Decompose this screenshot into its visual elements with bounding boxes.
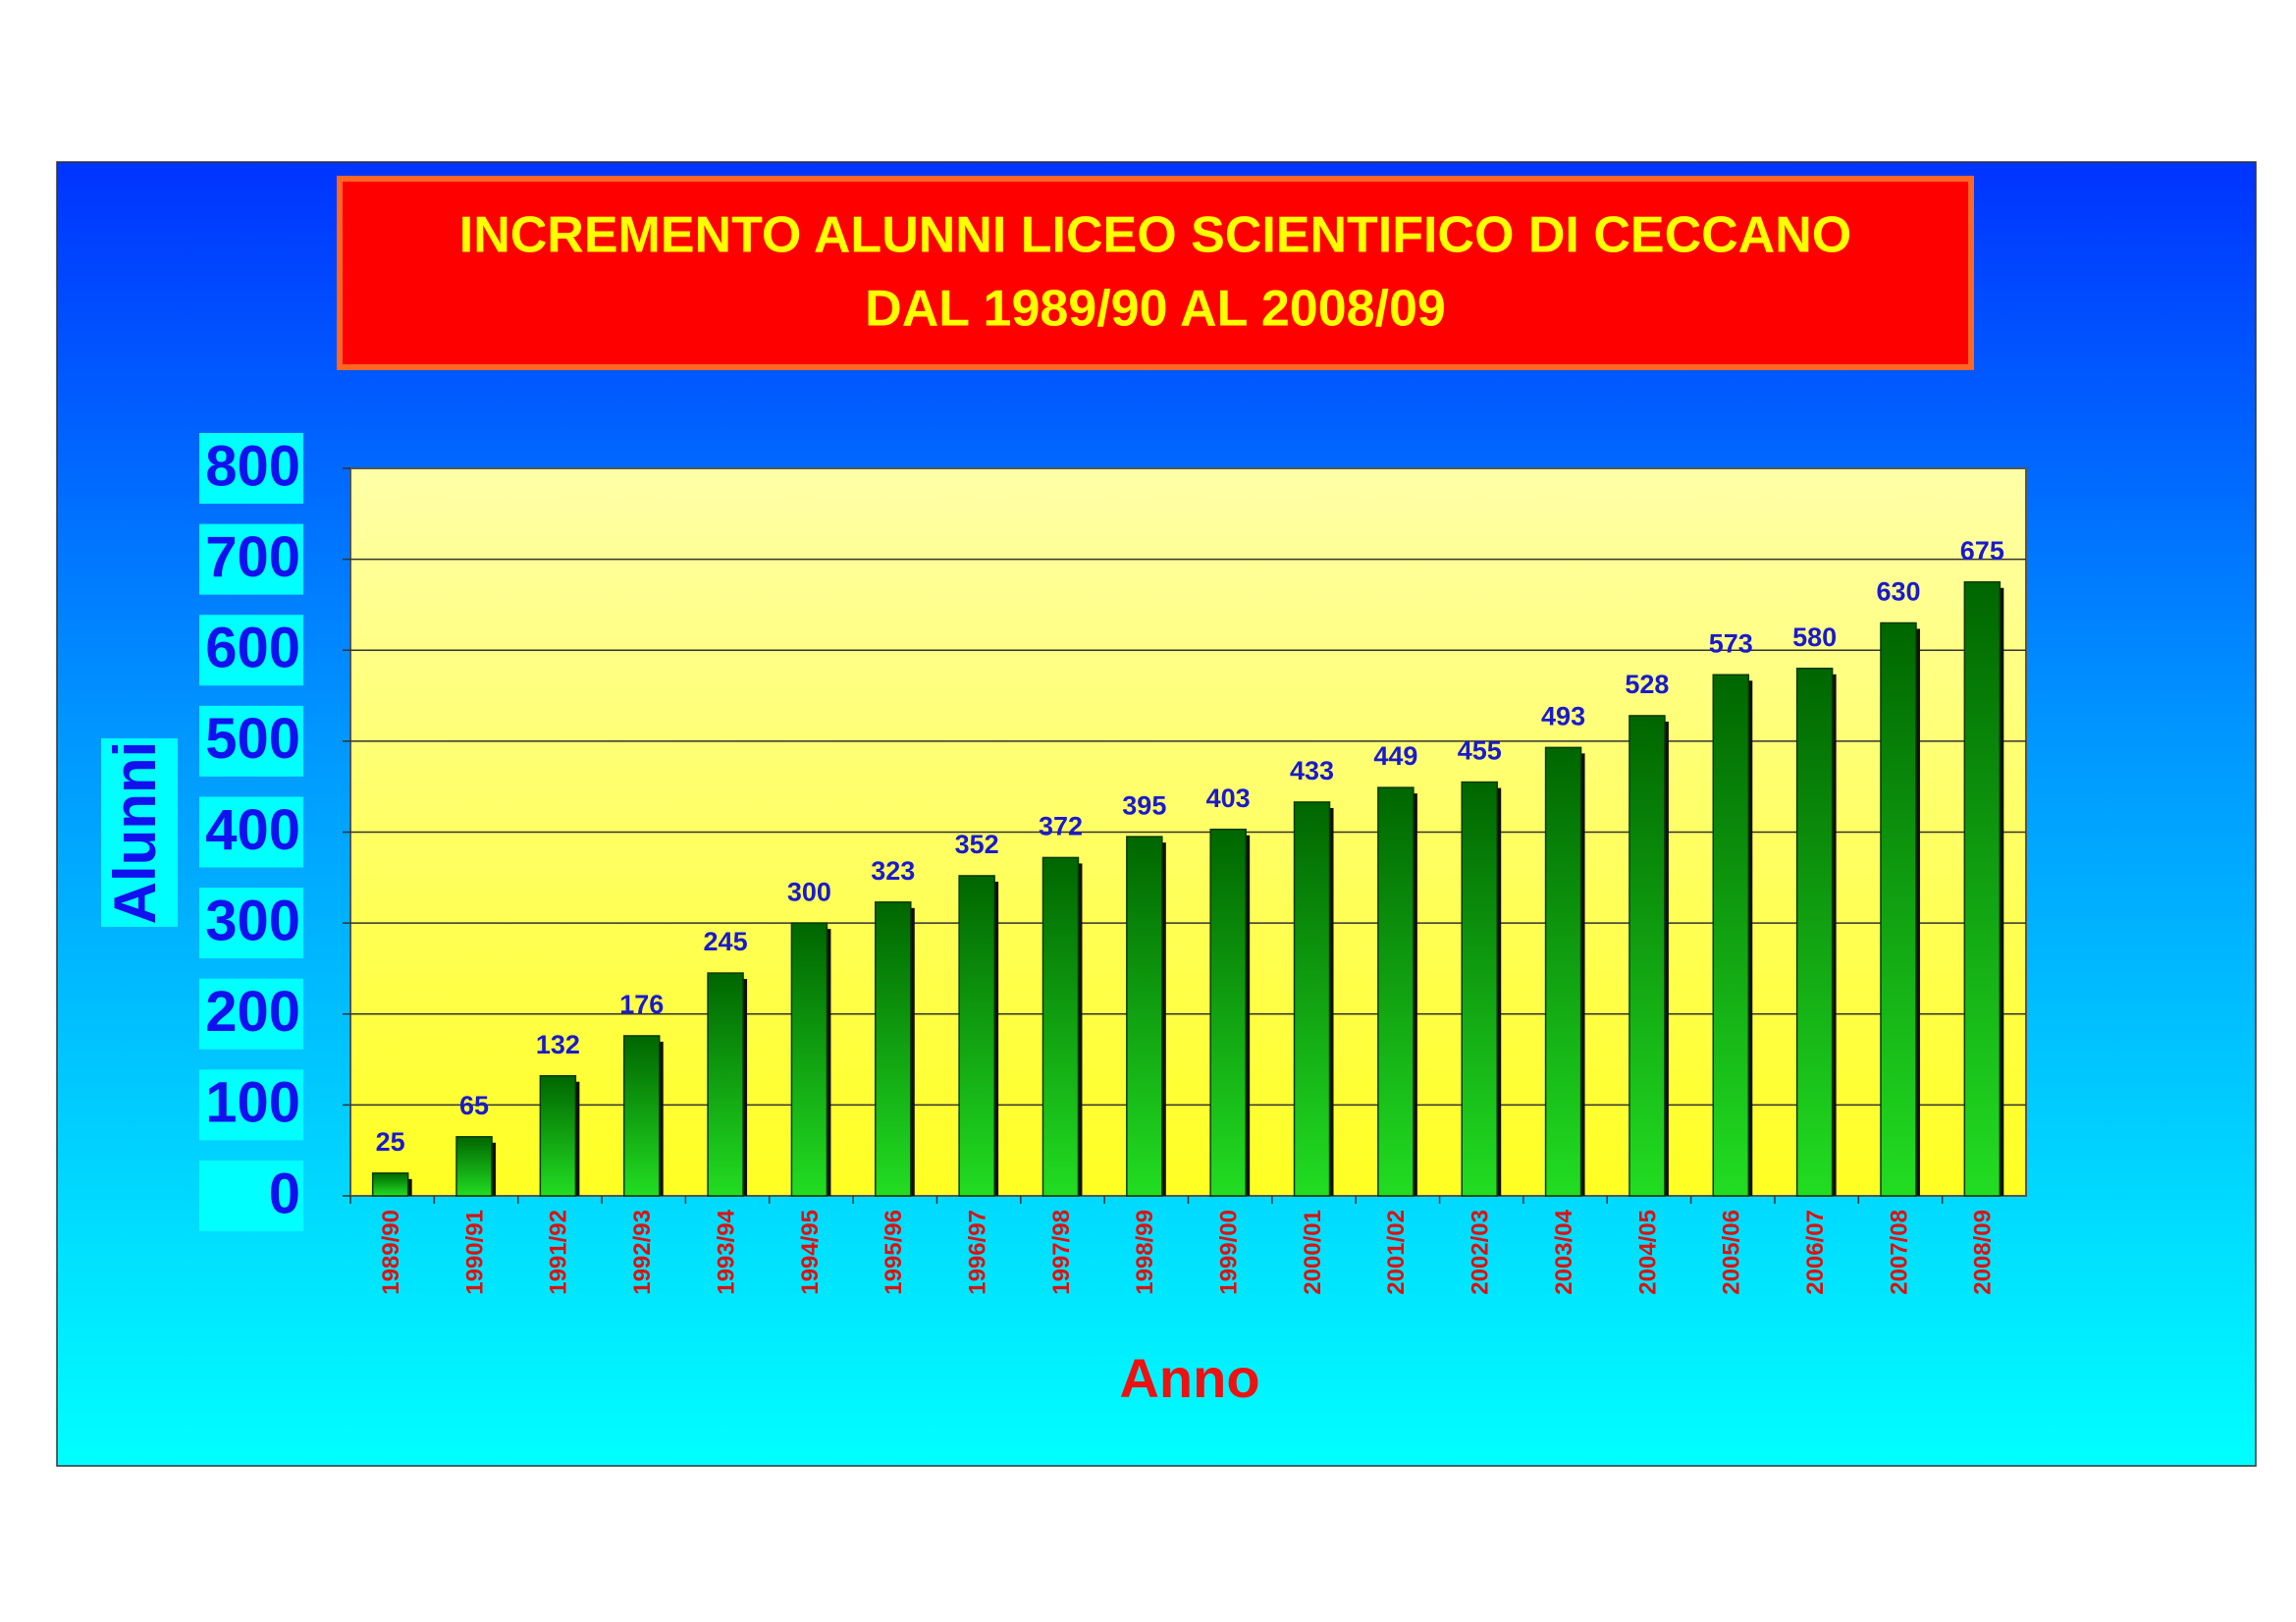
title-box	[337, 176, 1974, 370]
value-label: 449	[1373, 741, 1417, 771]
y-tick-box	[199, 1161, 303, 1231]
chart-title: INCREMENTO ALUNNI LICEO SCIENTIFICO DI C…	[459, 207, 1851, 264]
bar	[1461, 781, 1498, 1197]
bar	[371, 1172, 409, 1197]
x-tick-label: 2000/01	[1300, 1210, 1326, 1295]
bar	[622, 1035, 661, 1197]
y-tick-box	[199, 705, 303, 777]
y-tick-label: 100	[205, 1071, 300, 1135]
x-tick-label: 2004/05	[1634, 1210, 1661, 1295]
x-tick-label: 1997/98	[1048, 1210, 1075, 1295]
bar	[790, 922, 828, 1197]
x-tick-label: 2006/07	[1802, 1210, 1829, 1295]
x-tick-label: 1994/95	[797, 1210, 824, 1295]
value-label: 65	[459, 1091, 489, 1120]
value-label: 675	[1960, 536, 2004, 566]
value-label: 352	[955, 830, 999, 859]
x-tick-label: 1993/94	[713, 1209, 739, 1294]
value-label: 433	[1290, 756, 1334, 785]
bar	[1963, 581, 2002, 1197]
bar	[958, 875, 995, 1197]
bar	[1712, 674, 1750, 1197]
y-tick-label: 500	[205, 707, 300, 771]
x-tick-label: 2007/08	[1886, 1210, 1912, 1295]
y-tick-box	[199, 433, 303, 504]
bar	[1126, 836, 1163, 1197]
value-label: 630	[1876, 577, 1920, 607]
y-tick-box	[199, 523, 303, 595]
y-tick-box	[199, 1069, 303, 1141]
bar	[1209, 828, 1247, 1197]
y-tick-label: 200	[205, 980, 300, 1044]
x-tick-label: 1992/93	[629, 1210, 656, 1295]
value-label: 528	[1625, 670, 1669, 699]
y-tick-label: 400	[205, 798, 300, 862]
y-tick-box	[199, 978, 303, 1050]
value-label: 132	[536, 1030, 580, 1059]
y-label-box	[101, 738, 178, 927]
y-tick-box	[199, 615, 303, 686]
x-tick-label: 2008/09	[1970, 1210, 1997, 1295]
y-tick-label: 800	[205, 434, 300, 498]
value-label: 580	[1792, 622, 1837, 652]
y-tick-label: 300	[205, 889, 300, 952]
x-axis-label: Anno	[1119, 1347, 1259, 1409]
x-tick-label: 1998/99	[1132, 1210, 1158, 1295]
x-tick-label: 1991/92	[546, 1210, 572, 1295]
chart-subtitle: DAL 1989/90 AL 2008/09	[865, 281, 1446, 338]
y-axis-label: Alunni	[102, 741, 168, 925]
y-tick-box	[199, 888, 303, 959]
y-tick-box	[199, 796, 303, 868]
bar	[1629, 715, 1666, 1197]
value-label: 403	[1206, 784, 1251, 813]
x-tick-label: 2005/06	[1719, 1210, 1745, 1295]
x-tick-label: 1995/96	[881, 1210, 907, 1295]
bar	[1795, 668, 1834, 1197]
bar	[1544, 746, 1582, 1197]
x-tick-label: 1990/91	[461, 1210, 488, 1295]
x-tick-label: 2001/02	[1383, 1210, 1410, 1295]
value-label: 176	[619, 990, 664, 1019]
x-tick-label: 2002/03	[1468, 1210, 1494, 1295]
y-tick-label: 600	[205, 617, 300, 680]
value-label: 300	[787, 877, 831, 906]
bar	[1880, 622, 1917, 1197]
x-tick-label: 1989/90	[378, 1210, 404, 1295]
y-tick-label: 0	[269, 1162, 300, 1225]
bar	[455, 1136, 493, 1197]
value-label: 323	[871, 856, 915, 886]
value-label: 455	[1458, 736, 1502, 766]
bar	[1293, 801, 1331, 1197]
value-label: 493	[1541, 701, 1585, 730]
value-label: 573	[1709, 628, 1753, 658]
bar	[1377, 786, 1415, 1197]
y-tick-label: 700	[205, 525, 300, 589]
value-label: 372	[1039, 812, 1083, 841]
bar	[707, 972, 744, 1197]
bar	[875, 901, 912, 1197]
value-label: 245	[704, 927, 748, 956]
value-label: 395	[1122, 790, 1166, 820]
x-tick-label: 2003/04	[1551, 1209, 1577, 1294]
x-tick-label: 1999/00	[1216, 1210, 1243, 1295]
x-tick-label: 1996/97	[964, 1210, 990, 1295]
bar	[539, 1074, 577, 1197]
value-label: 25	[376, 1127, 405, 1157]
bar	[1041, 856, 1080, 1197]
